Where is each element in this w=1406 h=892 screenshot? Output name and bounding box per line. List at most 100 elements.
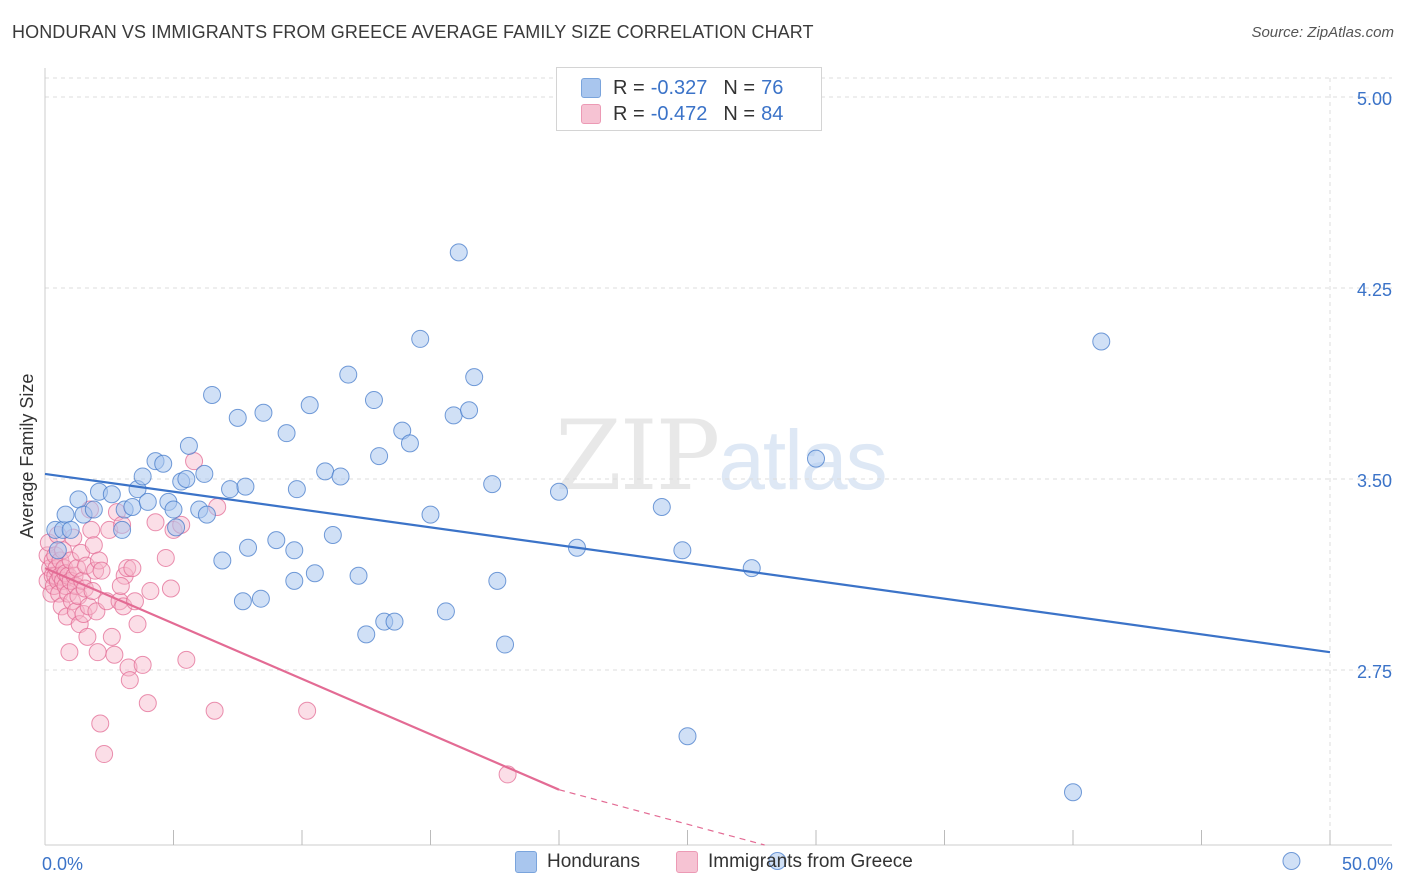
honduran-point [349,566,368,585]
honduran-point [411,329,430,348]
honduran-point [483,475,502,494]
honduran-point [339,365,358,384]
bottom-legend-label: Immigrants from Greece [708,851,913,872]
greece-point [128,615,147,634]
honduran-point [254,403,273,422]
honduran-point [652,498,671,517]
greece-point [123,559,142,578]
honduran-point [285,541,304,560]
greece-point [92,561,111,580]
honduran-point [179,436,198,455]
honduran-point [221,480,240,499]
honduran-point [807,449,825,468]
honduran-point [84,500,103,519]
greece-point [118,559,137,578]
honduran-point [195,464,214,483]
greece-point [102,627,121,646]
honduran-point [370,447,389,466]
greece-point [89,551,108,570]
honduran-point [48,541,67,560]
honduran-point [331,467,350,486]
honduran-point [267,531,286,550]
greece-point [161,579,180,598]
greece-point [78,627,97,646]
honduran-point [550,482,568,501]
honduran-point [197,505,216,524]
honduran-point [61,520,80,539]
honduran-point [203,385,222,404]
honduran-point [164,500,183,519]
honduran-point [123,498,142,517]
honduran-point [364,391,383,410]
trend-lines [44,472,1331,846]
greece-point [177,650,196,669]
legend-r-label: R = [613,102,645,125]
legend-r-value: -0.327 [650,76,708,99]
honduran-point [385,612,404,631]
greece-point [111,576,130,595]
greece-point [105,645,124,664]
honduran-point [154,454,173,473]
greece-point [141,582,160,601]
honduran-point [233,592,252,611]
honduran-point [673,541,692,560]
honduran-point [1064,783,1082,802]
greece-point [205,701,224,720]
honduran-point [460,401,479,420]
greece-point [84,536,103,555]
legend-swatch-blue [581,78,601,98]
legend-swatch-pink [581,104,601,124]
axes [44,68,1392,846]
series-greece-points [38,452,517,784]
y-tick-label: 2.75 [1357,662,1392,682]
series-hondurans-points [46,243,1301,870]
honduran-point [742,559,761,578]
honduran-point [251,589,270,608]
honduran-point [69,490,88,509]
greece-point [91,714,110,733]
greece-trend-line-extension [558,789,765,846]
greece-trend-line [44,567,560,791]
watermark-zip: ZIP [555,400,720,512]
greece-point [298,701,317,720]
honduran-point [285,571,304,590]
greece-point [138,694,157,713]
greece-point [95,745,114,764]
bottom-legend-swatch-pink [676,851,698,873]
greece-point [120,671,139,690]
bottom-legend-swatch-blue [515,851,537,873]
greece-point [146,513,165,532]
honduran-point [236,477,255,496]
greece-point [88,643,107,662]
honduran-point [449,243,468,262]
honduran-point [465,368,484,387]
stats-legend: R = -0.327 N = 76 R = -0.472 N = 84 [556,67,822,131]
greece-point [86,561,105,580]
honduran-point [305,564,324,583]
honduran-point [316,462,335,481]
y-axis-label: Average Family Size [17,374,37,539]
gridlines [45,77,1392,845]
honduran-point [228,408,247,427]
honduran-point [1092,332,1111,351]
hondurans-trend-line [44,472,1331,654]
greece-point [82,520,101,539]
honduran-point [400,434,419,453]
legend-n-value: 76 [761,76,784,99]
legend-n-value: 84 [761,102,784,125]
honduran-point [287,480,306,499]
honduran-point [102,485,121,504]
honduran-point [488,571,507,590]
honduran-point [300,396,319,415]
watermark-atlas: atlas [718,413,887,507]
honduran-point [113,520,132,539]
honduran-point [277,424,296,443]
legend-r-value: -0.472 [650,102,708,125]
legend-n-label: N = [723,102,756,125]
honduran-point [421,505,440,524]
honduran-point [239,538,258,557]
honduran-point [213,551,232,570]
greece-point [60,643,79,662]
honduran-point [444,406,463,425]
